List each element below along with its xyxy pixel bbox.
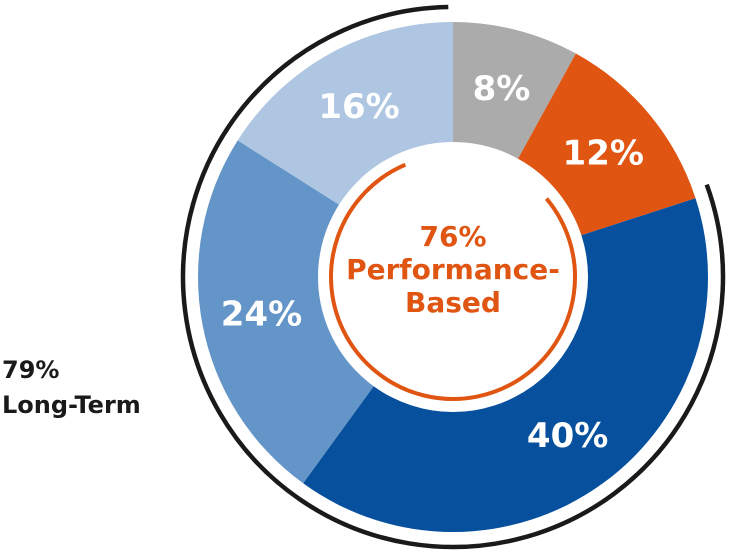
long-term-label: Long-Term [2,391,141,419]
donut-slices [197,22,709,533]
long-term-percent-label: 79% [2,356,59,384]
donut-slice-40 [303,198,709,533]
center-percent-label: 76% [419,220,486,253]
long-term-arc [180,4,726,550]
center-based-label: Based [405,286,501,319]
slice-label-24: 24% [221,295,302,335]
slice-label-16: 16% [318,87,399,127]
slice-labels: 8% 12% 40% 24% 16% [221,69,644,456]
performance-based-arc [329,162,577,401]
slice-label-40: 40% [527,416,608,456]
donut-slice-8 [453,22,576,159]
donut-slice-12 [518,53,696,236]
slice-label-8: 8% [473,69,531,109]
slice-label-12: 12% [563,134,644,174]
donut-slice-24 [197,140,374,484]
donut-slice-16 [237,22,453,205]
center-performance-label: Performance- [346,253,560,286]
